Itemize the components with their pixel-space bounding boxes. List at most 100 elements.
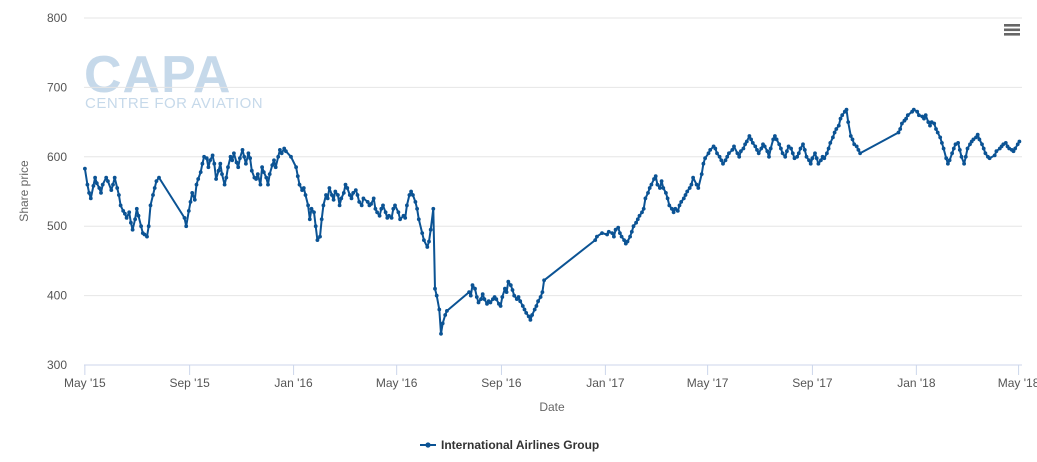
data-point[interactable] <box>643 196 648 201</box>
data-point[interactable] <box>337 203 342 208</box>
data-point[interactable] <box>915 109 920 114</box>
data-point[interactable] <box>494 297 499 301</box>
data-point[interactable] <box>431 206 436 211</box>
data-point[interactable] <box>755 148 759 152</box>
data-point[interactable] <box>244 161 248 166</box>
data-point[interactable] <box>246 151 251 156</box>
data-point[interactable] <box>371 196 376 201</box>
data-point[interactable] <box>655 182 660 187</box>
data-point[interactable] <box>357 200 362 204</box>
data-point[interactable] <box>136 213 141 218</box>
data-point[interactable] <box>347 193 352 197</box>
data-point[interactable] <box>91 184 96 188</box>
data-point[interactable] <box>832 130 837 135</box>
data-point[interactable] <box>130 227 135 232</box>
data-point[interactable] <box>856 148 861 152</box>
data-point[interactable] <box>315 238 320 243</box>
data-point[interactable] <box>932 121 937 126</box>
data-point[interactable] <box>975 132 980 137</box>
data-point[interactable] <box>848 134 853 138</box>
data-point[interactable] <box>474 295 479 299</box>
data-point[interactable] <box>900 121 904 126</box>
data-point[interactable] <box>840 113 845 118</box>
data-point[interactable] <box>759 146 764 151</box>
data-point[interactable] <box>473 286 477 291</box>
data-point[interactable] <box>735 151 740 156</box>
data-point[interactable] <box>234 160 239 165</box>
data-point[interactable] <box>1011 149 1016 154</box>
data-point[interactable] <box>683 193 688 197</box>
data-point[interactable] <box>512 293 517 298</box>
data-point[interactable] <box>923 113 928 118</box>
data-point[interactable] <box>480 292 485 297</box>
data-point[interactable] <box>691 175 695 180</box>
data-point[interactable] <box>97 186 102 190</box>
data-point[interactable] <box>151 193 155 197</box>
data-point[interactable] <box>858 151 862 156</box>
data-point[interactable] <box>210 153 215 158</box>
data-point[interactable] <box>206 165 211 170</box>
data-point[interactable] <box>351 191 356 195</box>
data-point[interactable] <box>258 182 263 187</box>
data-point[interactable] <box>87 191 91 195</box>
data-point[interactable] <box>373 206 378 211</box>
data-point[interactable] <box>540 290 545 294</box>
data-point[interactable] <box>260 165 264 170</box>
data-point[interactable] <box>635 217 640 222</box>
data-point[interactable] <box>500 295 505 299</box>
data-point[interactable] <box>715 151 719 156</box>
data-point[interactable] <box>232 151 236 156</box>
data-point[interactable] <box>612 234 616 239</box>
data-point[interactable] <box>934 127 938 131</box>
data-point[interactable] <box>152 186 157 190</box>
data-point[interactable] <box>675 209 680 213</box>
data-point[interactable] <box>671 210 676 215</box>
data-point[interactable] <box>365 200 370 204</box>
data-point[interactable] <box>94 181 99 186</box>
data-point[interactable] <box>768 146 773 151</box>
data-point[interactable] <box>312 210 316 215</box>
data-point[interactable] <box>437 307 442 312</box>
data-point[interactable] <box>249 168 254 173</box>
data-point[interactable] <box>182 216 187 220</box>
data-point[interactable] <box>294 165 298 170</box>
data-point[interactable] <box>987 156 992 161</box>
data-point[interactable] <box>396 210 401 215</box>
data-point[interactable] <box>780 151 785 156</box>
data-point[interactable] <box>405 203 409 208</box>
data-point[interactable] <box>196 177 201 181</box>
data-point[interactable] <box>767 154 771 159</box>
data-point[interactable] <box>407 193 412 197</box>
data-point[interactable] <box>188 200 193 204</box>
data-point[interactable] <box>681 196 686 201</box>
data-point[interactable] <box>254 177 258 181</box>
data-point[interactable] <box>192 197 197 202</box>
data-point[interactable] <box>795 154 799 159</box>
data-point[interactable] <box>324 193 328 197</box>
data-point[interactable] <box>398 217 402 222</box>
data-point[interactable] <box>743 142 747 147</box>
data-point[interactable] <box>468 293 473 298</box>
data-point[interactable] <box>659 179 664 184</box>
data-point[interactable] <box>411 193 415 197</box>
data-point[interactable] <box>928 123 932 128</box>
data-point[interactable] <box>319 217 324 222</box>
data-point[interactable] <box>613 227 618 232</box>
data-point[interactable] <box>307 217 312 222</box>
data-point[interactable] <box>1015 142 1020 147</box>
data-point[interactable] <box>240 148 245 152</box>
data-point[interactable] <box>422 238 426 243</box>
data-point[interactable] <box>593 238 598 243</box>
data-point[interactable] <box>230 158 235 163</box>
data-point[interactable] <box>542 278 546 283</box>
data-point[interactable] <box>375 210 379 215</box>
data-point[interactable] <box>325 196 330 201</box>
data-point[interactable] <box>85 182 90 187</box>
data-point[interactable] <box>142 232 147 237</box>
data-point[interactable] <box>819 158 823 163</box>
data-point[interactable] <box>689 182 694 187</box>
data-point[interactable] <box>284 149 288 154</box>
data-point[interactable] <box>946 161 950 166</box>
data-point[interactable] <box>318 234 322 239</box>
data-point[interactable] <box>359 203 364 208</box>
